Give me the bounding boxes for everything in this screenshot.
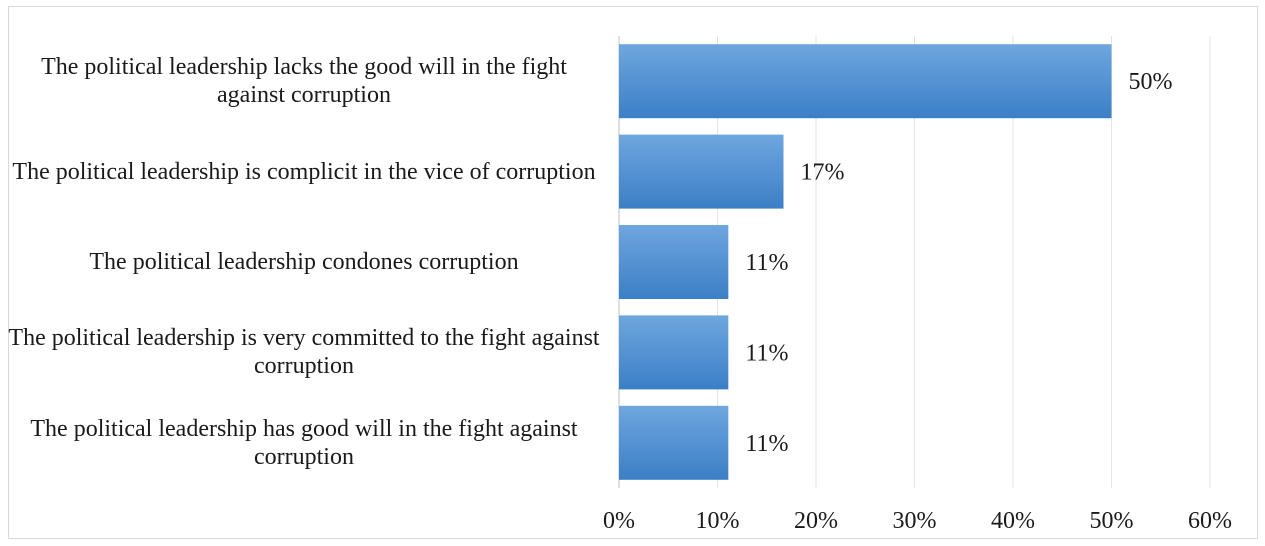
x-tick-label: 20% [794,508,838,534]
bar [619,134,784,209]
bar [619,315,729,390]
data-label: 11% [745,250,788,276]
category-label: The political leadership lacks the good … [41,54,567,109]
category-label: The political leadership is complicit in… [12,158,596,185]
bar [619,225,729,299]
x-tick-label: 30% [893,508,937,534]
category-label: The political leadership is very committ… [8,325,600,380]
x-tick-label: 60% [1188,508,1232,534]
category-label: The political leadership has good will i… [30,415,578,470]
data-label: 17% [800,160,844,186]
category-label: The political leadership condones corrup… [89,249,519,275]
x-tick-label: 50% [1090,508,1134,534]
x-tick-labels: 0% 10% 20% 30% 40% 50% 60% [603,508,1232,534]
x-tick-label: 40% [991,508,1035,534]
bar [619,405,729,480]
data-label: 11% [745,340,788,366]
x-tick-label: 0% [603,508,635,534]
bar [619,44,1112,119]
data-labels: 50% 17% 11% 11% 11% [745,69,1172,457]
data-label: 50% [1129,69,1173,95]
bars [619,44,1112,480]
data-label: 11% [745,431,788,457]
x-tick-label: 10% [696,508,740,534]
